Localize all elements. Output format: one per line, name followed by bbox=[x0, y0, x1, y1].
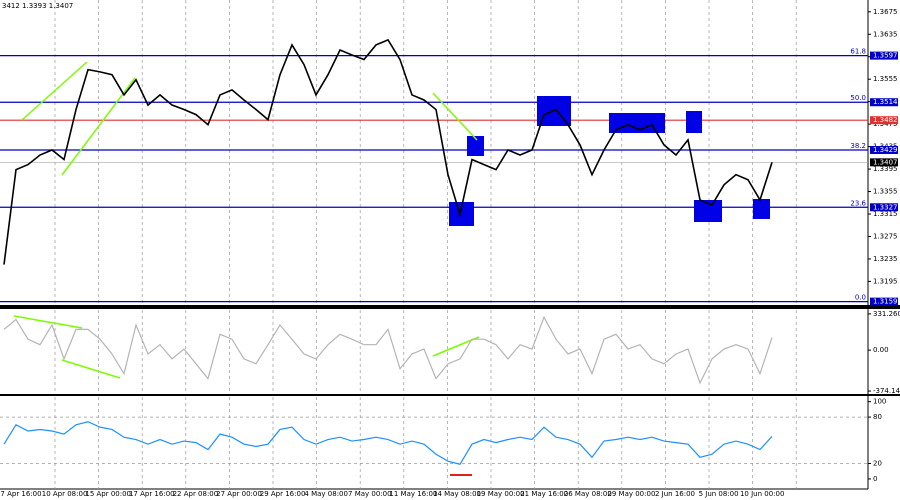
zone-box bbox=[686, 111, 702, 133]
price-box bbox=[870, 158, 898, 167]
y-tick-label: 80 bbox=[873, 413, 882, 421]
price-box-label: 1.3429 bbox=[873, 146, 898, 154]
y-tick-label: 0 bbox=[873, 475, 877, 483]
x-tick-label: 15 Apr 00:00 bbox=[85, 490, 131, 498]
zone-box bbox=[467, 136, 484, 156]
y-tick-label: 1.3355 bbox=[873, 188, 898, 196]
header: 3412 1.3393 1.3407 bbox=[2, 2, 73, 10]
x-tick-label: 2 Jun 16:00 bbox=[655, 490, 695, 498]
x-tick-label: 29 May 00:00 bbox=[607, 490, 655, 498]
y-tick-label: 1.3635 bbox=[873, 30, 898, 38]
y-tick-label: 0.00 bbox=[873, 346, 889, 354]
price-line bbox=[3, 38, 773, 265]
separator bbox=[0, 305, 900, 309]
x-tick-label: 7 Apr 16:00 bbox=[0, 490, 41, 498]
x-tick-label: 27 Apr 00:00 bbox=[216, 490, 262, 498]
x-tick-label: 10 Apr 08:00 bbox=[42, 490, 88, 498]
x-tick-label: 4 May 08:00 bbox=[304, 490, 348, 498]
price-box-label: 1.3327 bbox=[873, 203, 898, 211]
x-tick-label: 19 May 00:00 bbox=[477, 490, 525, 498]
price-box-label: 1.3597 bbox=[873, 52, 898, 60]
y-tick-label: 1.3675 bbox=[873, 8, 898, 16]
level-label: 23.6 bbox=[850, 199, 866, 207]
trend-line bbox=[61, 359, 121, 379]
price-box bbox=[870, 203, 898, 212]
y-tick-label: 1.3315 bbox=[873, 210, 898, 218]
level-label: 50.0 bbox=[850, 94, 866, 102]
price-box bbox=[870, 98, 898, 107]
price-box-label: 1.3407 bbox=[873, 158, 898, 166]
price-box-label: 1.3482 bbox=[873, 116, 898, 124]
zone-box bbox=[609, 113, 665, 133]
x-tick-label: 17 Apr 16:00 bbox=[129, 490, 175, 498]
price-box-label: 1.3514 bbox=[873, 98, 898, 106]
y-tick-label: 1.3195 bbox=[873, 277, 898, 285]
y-tick-label: 331.2603 bbox=[873, 310, 900, 318]
trend-line bbox=[13, 315, 83, 329]
price-line bbox=[3, 421, 773, 465]
zone-box bbox=[694, 200, 722, 222]
zone-box bbox=[753, 199, 770, 219]
y-tick-label: 20 bbox=[873, 459, 882, 467]
y-tick-label: 1.3395 bbox=[873, 165, 898, 173]
x-tick-label: 5 Jun 08:00 bbox=[699, 490, 739, 498]
x-tick-label: 21 May 16:00 bbox=[520, 490, 568, 498]
x-tick-label: 10 Jun 00:00 bbox=[740, 490, 784, 498]
y-tick-label: -374.144 bbox=[873, 387, 900, 395]
level-label: 0.0 bbox=[855, 294, 866, 302]
separator bbox=[0, 394, 900, 396]
price-line bbox=[3, 315, 773, 385]
trend-line bbox=[21, 61, 88, 121]
level-label: 61.8 bbox=[850, 48, 866, 56]
price-box bbox=[870, 297, 898, 306]
y-tick-label: 1.3555 bbox=[873, 75, 898, 83]
price-box bbox=[870, 51, 898, 60]
y-tick-label: 100 bbox=[873, 398, 886, 406]
y-tick-label: 1.3235 bbox=[873, 255, 898, 263]
x-tick-label: 14 May 08:00 bbox=[433, 490, 481, 498]
x-tick-label: 22 Apr 08:00 bbox=[173, 490, 219, 498]
x-tick-label: 29 Apr 16:00 bbox=[260, 490, 306, 498]
price-box bbox=[870, 116, 898, 125]
x-tick-label: 26 May 08:00 bbox=[564, 490, 612, 498]
x-tick-label: 7 May 00:00 bbox=[348, 490, 392, 498]
trend-line bbox=[432, 92, 478, 141]
level-label: 38.2 bbox=[850, 142, 866, 150]
x-tick-label: 11 May 16:00 bbox=[389, 490, 437, 498]
price-box bbox=[870, 145, 898, 154]
price-box-label: 1.3159 bbox=[873, 298, 898, 306]
y-tick-label: 1.3275 bbox=[873, 232, 898, 240]
